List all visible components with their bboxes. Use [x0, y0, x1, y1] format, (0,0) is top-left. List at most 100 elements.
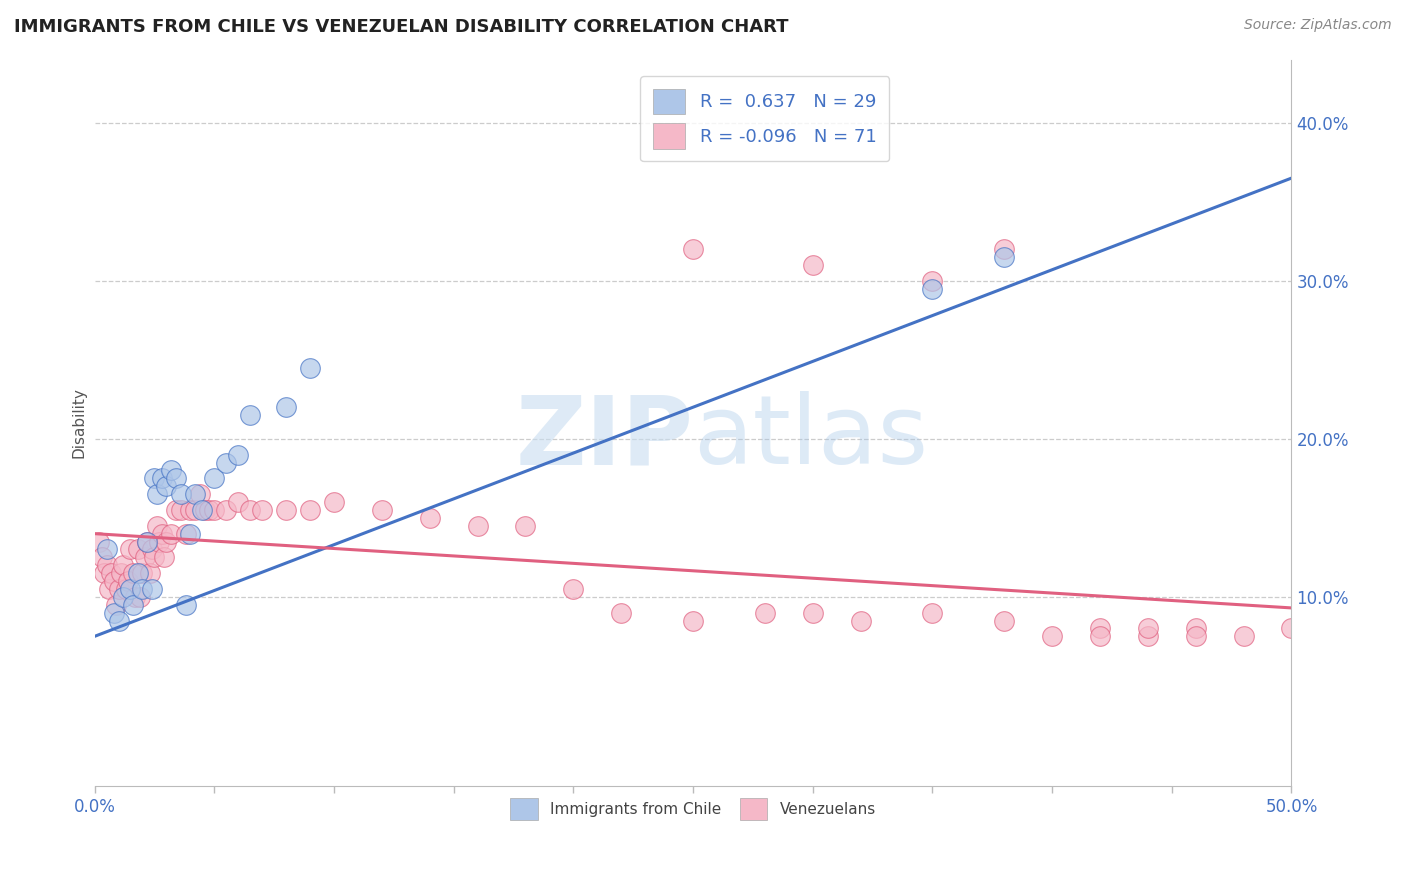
- Point: [202, 503, 225, 517]
- Point: [122, 598, 145, 612]
- Point: [801, 258, 824, 272]
- Point: [215, 503, 238, 517]
- Text: IMMIGRANTS FROM CHILE VS VENEZUELAN DISABILITY CORRELATION CHART: IMMIGRANTS FROM CHILE VS VENEZUELAN DISA…: [14, 18, 789, 36]
- Point: [562, 582, 585, 596]
- Point: [107, 614, 129, 628]
- Point: [153, 550, 176, 565]
- Point: [993, 242, 1015, 256]
- Point: [1040, 629, 1063, 643]
- Point: [134, 550, 156, 565]
- Point: [89, 534, 111, 549]
- Point: [179, 503, 201, 517]
- Point: [100, 566, 122, 581]
- Text: Source: ZipAtlas.com: Source: ZipAtlas.com: [1244, 18, 1392, 32]
- Point: [148, 534, 170, 549]
- Point: [146, 487, 169, 501]
- Point: [110, 566, 132, 581]
- Point: [97, 582, 120, 596]
- Point: [120, 542, 142, 557]
- Point: [1136, 629, 1159, 643]
- Point: [122, 566, 145, 581]
- Point: [165, 503, 187, 517]
- Point: [1281, 622, 1303, 636]
- Point: [993, 250, 1015, 264]
- Point: [114, 582, 136, 596]
- Point: [1184, 622, 1206, 636]
- Point: [127, 542, 149, 557]
- Y-axis label: Disability: Disability: [72, 388, 86, 458]
- Point: [239, 503, 262, 517]
- Point: [90, 550, 112, 565]
- Text: ZIP: ZIP: [515, 391, 693, 484]
- Point: [184, 487, 207, 501]
- Point: [103, 606, 125, 620]
- Point: [174, 526, 197, 541]
- Point: [1184, 629, 1206, 643]
- Point: [682, 614, 704, 628]
- Point: [105, 598, 128, 612]
- Point: [93, 566, 115, 581]
- Point: [1232, 629, 1254, 643]
- Point: [124, 590, 146, 604]
- Point: [179, 526, 201, 541]
- Point: [993, 614, 1015, 628]
- Point: [188, 487, 211, 501]
- Point: [191, 503, 214, 517]
- Point: [801, 606, 824, 620]
- Point: [165, 471, 187, 485]
- Point: [323, 495, 346, 509]
- Point: [174, 598, 197, 612]
- Point: [160, 463, 183, 477]
- Point: [194, 503, 217, 517]
- Point: [170, 487, 193, 501]
- Point: [155, 534, 177, 549]
- Point: [96, 542, 118, 557]
- Point: [298, 360, 321, 375]
- Point: [921, 282, 943, 296]
- Point: [136, 534, 159, 549]
- Point: [202, 471, 225, 485]
- Point: [141, 542, 163, 557]
- Point: [754, 606, 776, 620]
- Legend: Immigrants from Chile, Venezuelans: Immigrants from Chile, Venezuelans: [505, 792, 882, 826]
- Point: [1088, 622, 1111, 636]
- Point: [1136, 622, 1159, 636]
- Point: [226, 495, 249, 509]
- Point: [184, 503, 207, 517]
- Point: [419, 511, 441, 525]
- Point: [107, 582, 129, 596]
- Point: [141, 582, 163, 596]
- Point: [143, 550, 166, 565]
- Point: [170, 503, 193, 517]
- Point: [682, 242, 704, 256]
- Point: [215, 456, 238, 470]
- Point: [921, 274, 943, 288]
- Point: [103, 574, 125, 588]
- Point: [274, 401, 297, 415]
- Point: [131, 566, 153, 581]
- Point: [112, 590, 135, 604]
- Point: [849, 614, 872, 628]
- Point: [610, 606, 633, 620]
- Point: [143, 471, 166, 485]
- Point: [150, 471, 173, 485]
- Point: [1088, 629, 1111, 643]
- Point: [371, 503, 394, 517]
- Point: [117, 574, 139, 588]
- Point: [198, 503, 221, 517]
- Point: [515, 518, 537, 533]
- Point: [921, 606, 943, 620]
- Point: [274, 503, 297, 517]
- Point: [467, 518, 489, 533]
- Point: [127, 566, 149, 581]
- Point: [120, 582, 142, 596]
- Point: [226, 448, 249, 462]
- Point: [96, 558, 118, 573]
- Point: [160, 526, 183, 541]
- Text: atlas: atlas: [693, 391, 928, 484]
- Point: [138, 566, 160, 581]
- Point: [146, 518, 169, 533]
- Point: [131, 582, 153, 596]
- Point: [239, 408, 262, 422]
- Point: [136, 534, 159, 549]
